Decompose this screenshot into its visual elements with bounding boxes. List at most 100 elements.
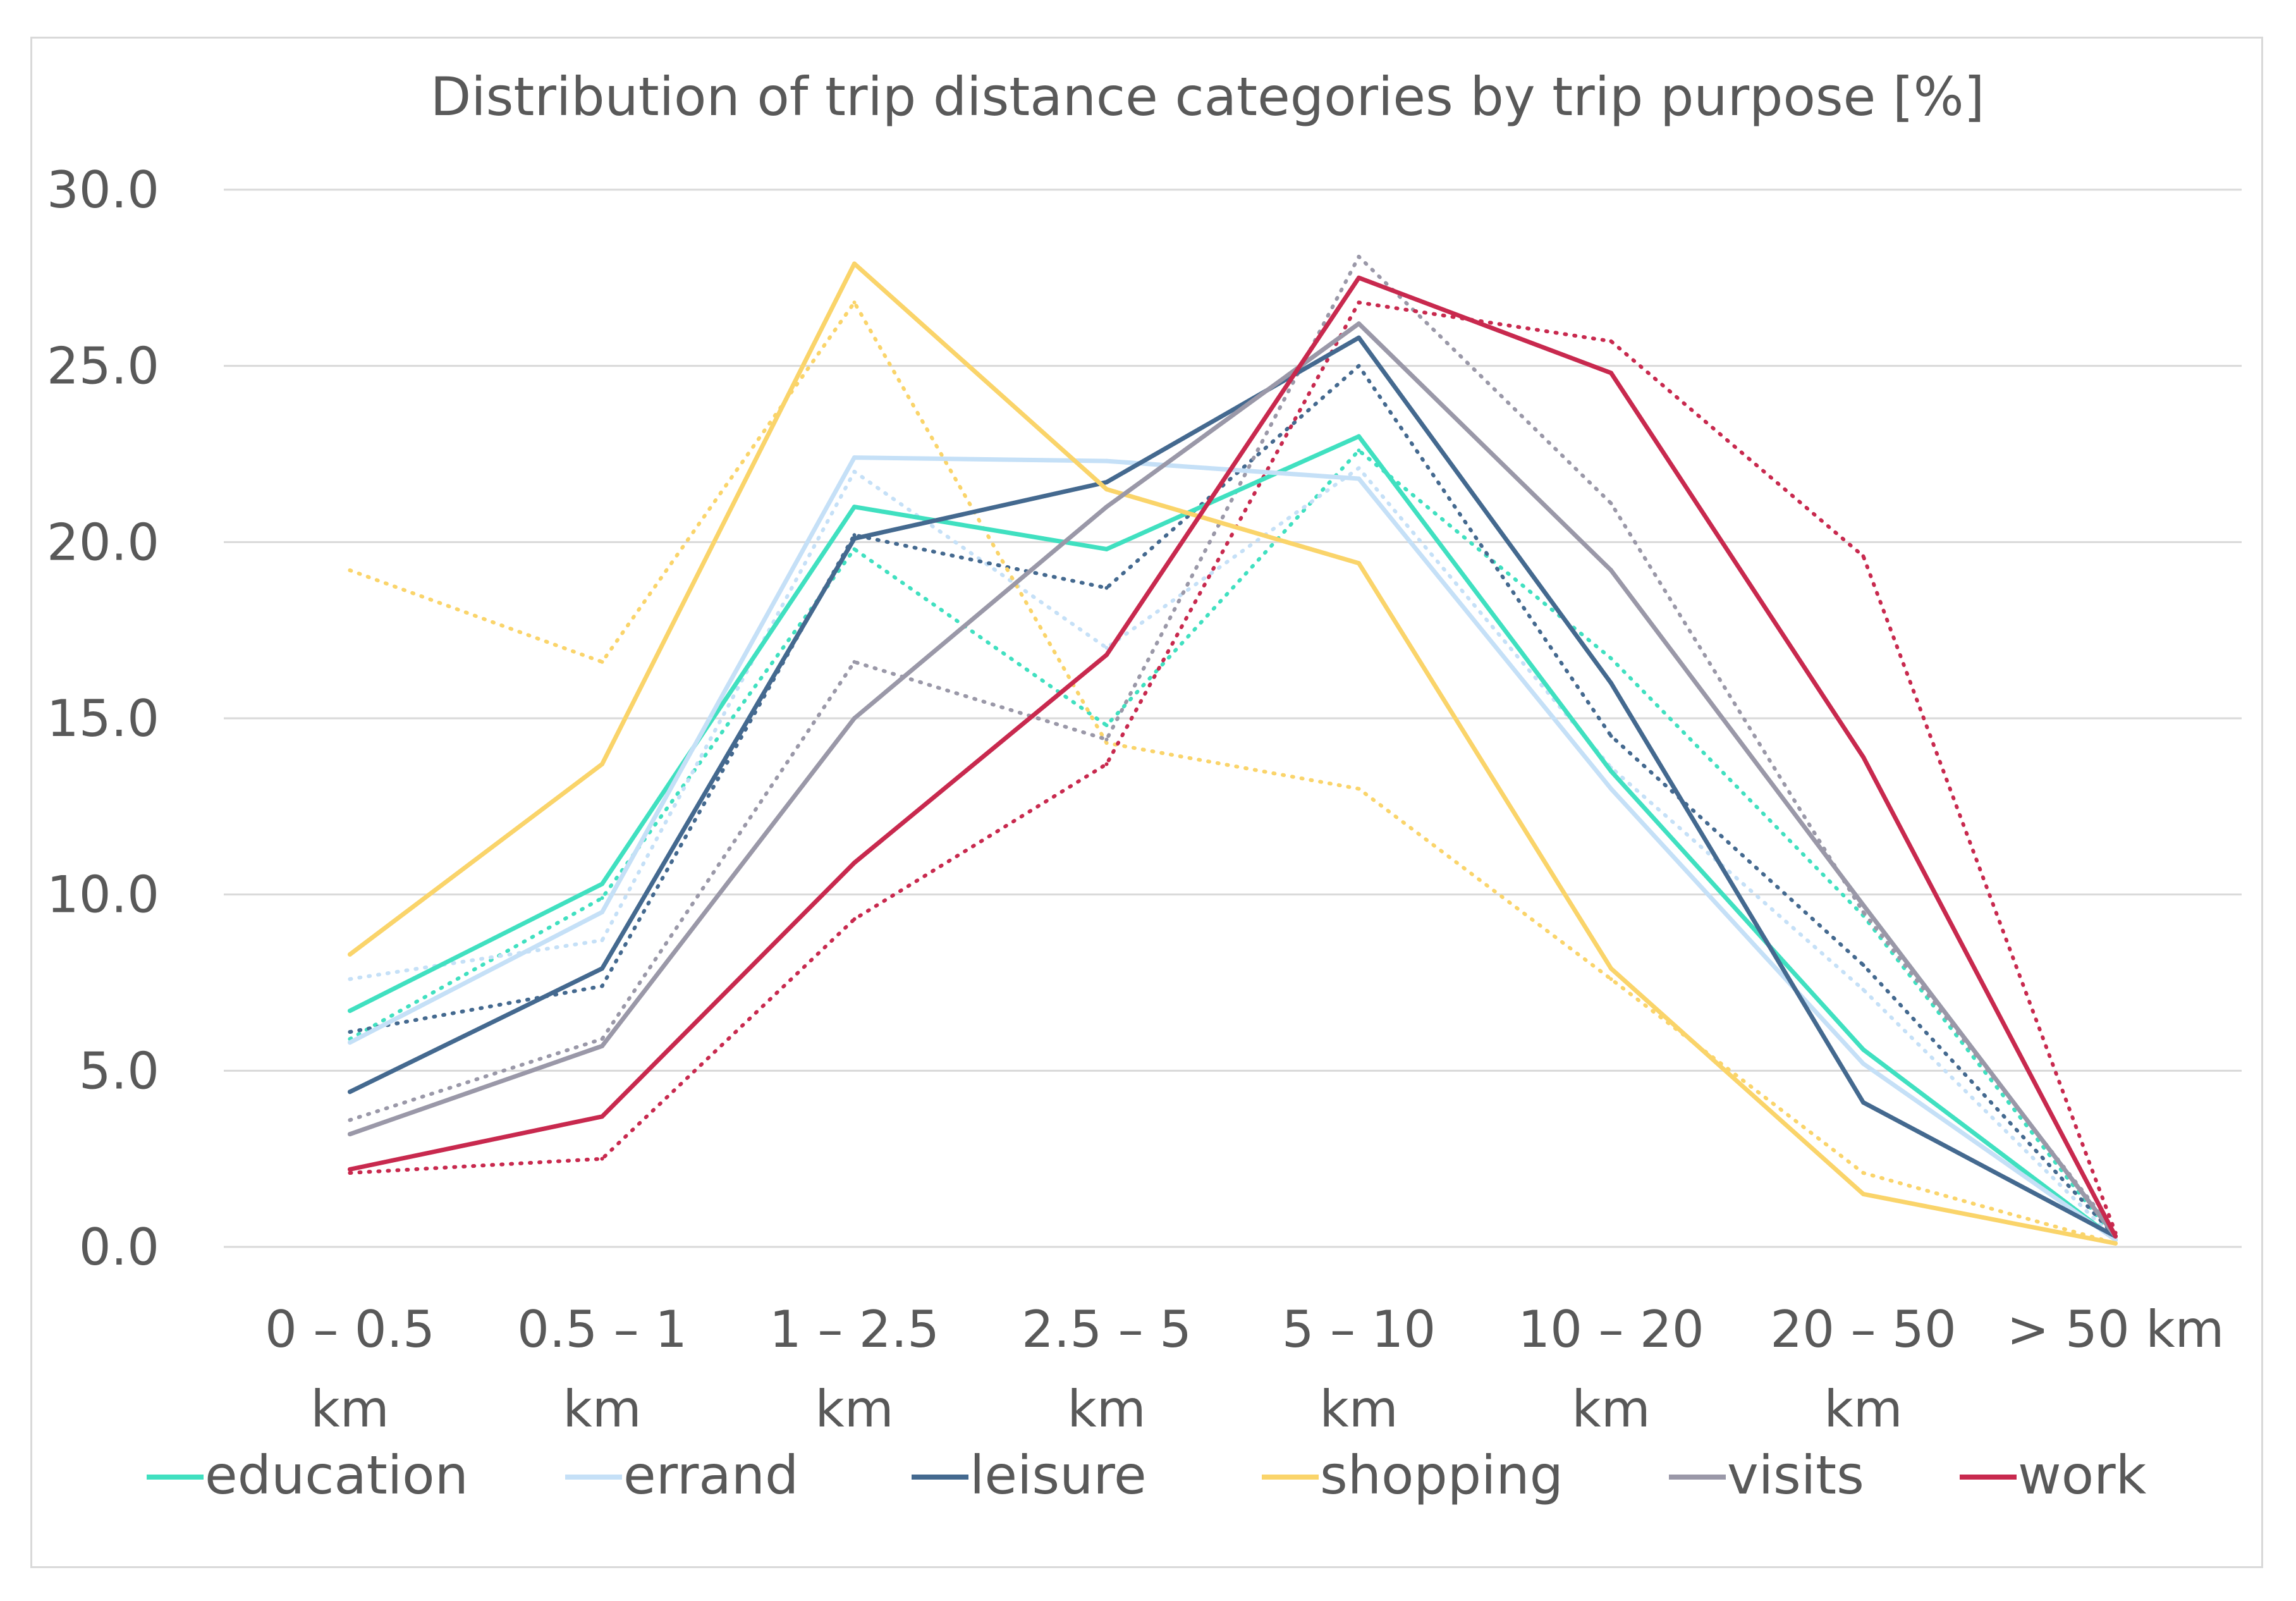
comparison-point-shopping xyxy=(348,568,352,572)
data-point-shopping xyxy=(1861,1191,1866,1196)
comparison-series-lines xyxy=(348,254,2118,1246)
comparison-point-education xyxy=(852,547,857,551)
comparison-point-errand xyxy=(1357,466,1361,470)
legend-item-education: education xyxy=(147,1444,468,1506)
series-line-education xyxy=(348,434,2118,1242)
comparison-point-visits xyxy=(1357,254,1361,259)
data-point-education xyxy=(1104,546,1109,551)
x-tick-label: 1 – 2.5 km xyxy=(769,1300,939,1438)
x-tick-label: 0.5 – 1 km xyxy=(517,1300,687,1438)
comparison-point-leisure xyxy=(1609,733,1613,738)
x-tick-label-line: 5 – 10 xyxy=(1282,1300,1436,1359)
data-point-errand xyxy=(852,455,857,460)
comparison-line-visits xyxy=(348,254,2118,1235)
x-tick-label-line: km xyxy=(1067,1380,1145,1438)
comparison-point-work xyxy=(1861,554,1866,558)
data-point-errand xyxy=(1104,458,1109,463)
data-point-leisure xyxy=(1104,480,1109,485)
data-point-work xyxy=(348,1167,352,1172)
x-tick-label: 0 – 0.5 km xyxy=(265,1300,435,1438)
data-point-errand xyxy=(1861,1061,1866,1066)
comparison-point-visits xyxy=(852,659,857,664)
comparison-line-errand xyxy=(348,466,2118,1242)
data-point-shopping xyxy=(600,761,604,766)
x-tick-label-line: km xyxy=(563,1380,641,1438)
comparison-point-errand xyxy=(1861,988,1866,992)
data-point-visits xyxy=(1357,321,1361,326)
series-line-errand xyxy=(348,455,2118,1242)
grid-layer xyxy=(224,188,2242,1248)
data-point-education xyxy=(1861,1047,1866,1052)
data-point-education xyxy=(348,1009,352,1014)
data-point-education xyxy=(1609,769,1613,774)
data-point-shopping xyxy=(1609,966,1613,971)
x-tick-label-line: > 50 km xyxy=(2007,1300,2225,1359)
comparison-point-leisure xyxy=(1357,364,1361,368)
data-point-shopping xyxy=(1104,487,1109,492)
data-point-visits xyxy=(1609,568,1613,573)
x-tick-label-line: km xyxy=(310,1380,389,1438)
x-tick-label-line: km xyxy=(1824,1380,1902,1438)
data-point-work xyxy=(1104,653,1109,658)
comparison-point-leisure xyxy=(1861,963,1866,967)
y-tick-label: 25.0 xyxy=(47,337,159,396)
series-line-work xyxy=(348,275,2118,1239)
legend-item-errand: errand xyxy=(565,1444,798,1506)
data-point-work xyxy=(600,1114,604,1119)
comparison-point-leisure xyxy=(348,1030,352,1034)
comparison-line-education xyxy=(348,448,2118,1242)
legend-label: shopping xyxy=(1320,1444,1563,1506)
y-tick-label: 0.0 xyxy=(79,1218,159,1277)
series-line-shopping xyxy=(348,261,2118,1246)
data-point-visits xyxy=(1861,902,1866,907)
legend-item-visits: visits xyxy=(1669,1444,1864,1506)
comparison-point-education xyxy=(1357,448,1361,453)
comparison-point-errand xyxy=(1104,646,1109,650)
legend: education errand leisure shopping visits work xyxy=(147,1444,2147,1506)
data-point-leisure xyxy=(600,966,604,971)
comparison-point-shopping xyxy=(600,659,604,664)
x-tick-label: 20 – 50 km xyxy=(1770,1300,1956,1438)
data-point-shopping xyxy=(1357,561,1361,566)
comparison-line-leisure xyxy=(348,364,2118,1239)
legend-item-leisure: leisure xyxy=(912,1444,1147,1506)
legend-label: visits xyxy=(1727,1444,1864,1506)
data-point-work xyxy=(852,861,857,866)
comparison-point-work xyxy=(600,1156,604,1161)
comparison-line-shopping xyxy=(348,300,2118,1246)
comparison-point-work xyxy=(1104,762,1109,766)
legend-label: leisure xyxy=(970,1444,1147,1506)
comparison-point-shopping xyxy=(1104,741,1109,745)
comparison-point-education xyxy=(1104,723,1109,728)
y-tick-label: 5.0 xyxy=(79,1041,159,1100)
data-point-errand xyxy=(348,1040,352,1045)
comparison-point-visits xyxy=(1104,737,1109,742)
x-tick-label-line: km xyxy=(1319,1380,1398,1438)
comparison-point-errand xyxy=(348,977,352,981)
comparison-point-education xyxy=(600,896,604,900)
data-point-education xyxy=(852,505,857,510)
data-point-work xyxy=(1357,275,1361,280)
chart-frame xyxy=(30,37,2263,1568)
comparison-point-visits xyxy=(1861,910,1866,914)
series-line-leisure xyxy=(348,335,2118,1239)
comparison-point-shopping xyxy=(1357,787,1361,791)
comparison-point-work xyxy=(348,1170,352,1175)
data-point-work xyxy=(1609,371,1613,376)
data-point-work xyxy=(1861,754,1866,759)
data-point-work xyxy=(2113,1234,2118,1239)
data-point-visits xyxy=(600,1043,604,1048)
x-tick-label: 2.5 – 5 km xyxy=(1022,1300,1192,1438)
data-point-shopping xyxy=(2113,1241,2118,1246)
data-point-leisure xyxy=(1609,680,1613,685)
legend-label: education xyxy=(205,1444,468,1506)
x-tick-label-line: 2.5 – 5 xyxy=(1022,1300,1192,1359)
data-point-leisure xyxy=(1861,1100,1866,1105)
legend-item-shopping: shopping xyxy=(1262,1444,1563,1506)
data-point-visits xyxy=(1104,505,1109,510)
comparison-point-visits xyxy=(1609,501,1613,506)
data-point-shopping xyxy=(852,261,857,266)
y-tick-label: 15.0 xyxy=(47,689,159,748)
comparison-point-leisure xyxy=(852,533,857,537)
